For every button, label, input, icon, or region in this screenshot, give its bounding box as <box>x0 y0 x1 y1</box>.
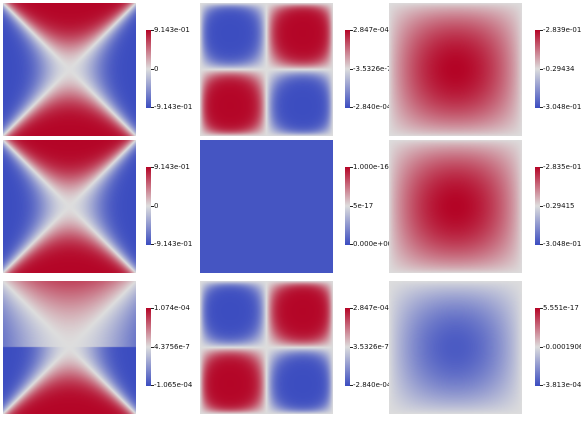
colorbar-tick-max <box>151 308 154 309</box>
colorbar-label-min: -2.840e-04 <box>353 103 392 111</box>
colorbar-label-max: 1.074e-04 <box>154 304 190 312</box>
colorbar-tick-mid <box>350 69 353 70</box>
colorbar-5 <box>345 167 350 245</box>
heatmap-canvas-9 <box>389 281 522 414</box>
colorbar-4 <box>146 167 151 245</box>
colorbar-tick-mid <box>350 347 353 348</box>
colorbar-tick-mid <box>151 206 154 207</box>
colorbar-tick-min <box>350 385 353 386</box>
colorbar-tick-max <box>350 308 353 309</box>
colorbar-label-min: -3.813e-04 <box>543 381 581 389</box>
heatmap-panel-7 <box>3 281 136 414</box>
heatmap-canvas-4 <box>3 140 136 273</box>
colorbar-tick-max <box>540 30 543 31</box>
colorbar-8 <box>345 308 350 386</box>
colorbar-label-mid: -3.5326e-7 <box>353 65 392 73</box>
colorbar-tick-min <box>350 244 353 245</box>
colorbar-7 <box>146 308 151 386</box>
colorbar-tick-max <box>151 167 154 168</box>
heatmap-canvas-1 <box>3 3 136 136</box>
colorbar-tick-mid <box>151 69 154 70</box>
colorbar-label-min: -1.065e-04 <box>154 381 193 389</box>
colorbar-label-min: 0.000e+00 <box>353 240 393 248</box>
colorbar-label-min: -9.143e-01 <box>154 240 193 248</box>
colorbar-tick-mid <box>151 347 154 348</box>
colorbar-label-min: -3.048e-01 <box>543 240 581 248</box>
colorbar-tick-min <box>151 244 154 245</box>
colorbar-label-max: 5.551e-17 <box>543 304 579 312</box>
colorbar-tick-min <box>151 385 154 386</box>
heatmap-canvas-7 <box>3 281 136 414</box>
colorbar-label-max: 1.000e-16 <box>353 163 389 171</box>
colorbar-label-max: -2.835e-01 <box>543 163 581 171</box>
colorbar-label-max: 9.143e-01 <box>154 163 190 171</box>
colorbar-label-mid: 0 <box>154 65 159 73</box>
heatmap-panel-3 <box>389 3 522 136</box>
heatmap-canvas-3 <box>389 3 522 136</box>
heatmap-canvas-2 <box>200 3 333 136</box>
colorbar-label-min: -2.840e-04 <box>353 381 392 389</box>
colorbar-label-max: 9.143e-01 <box>154 26 190 34</box>
colorbar-tick-max <box>350 167 353 168</box>
colorbar-label-mid: -0.00019066 <box>543 343 581 351</box>
heatmap-panel-8 <box>200 281 333 414</box>
heatmap-canvas-5 <box>200 140 333 273</box>
colorbar-3 <box>535 30 540 108</box>
colorbar-1 <box>146 30 151 108</box>
colorbar-tick-min <box>540 244 543 245</box>
colorbar-label-mid: -0.29415 <box>543 202 575 210</box>
colorbar-tick-min <box>350 107 353 108</box>
colorbar-9 <box>535 308 540 386</box>
heatmap-panel-5 <box>200 140 333 273</box>
colorbar-tick-max <box>350 30 353 31</box>
colorbar-label-mid: 3.5326e-7 <box>353 343 389 351</box>
colorbar-tick-max <box>540 167 543 168</box>
colorbar-label-mid: 4.3756e-7 <box>154 343 190 351</box>
heatmap-canvas-8 <box>200 281 333 414</box>
colorbar-tick-mid <box>540 69 543 70</box>
heatmap-canvas-6 <box>389 140 522 273</box>
colorbar-tick-mid <box>540 206 543 207</box>
colorbar-tick-min <box>540 107 543 108</box>
colorbar-label-min: -3.048e-01 <box>543 103 581 111</box>
heatmap-panel-1 <box>3 3 136 136</box>
heatmap-panel-4 <box>3 140 136 273</box>
colorbar-label-max: 2.847e-04 <box>353 26 389 34</box>
colorbar-tick-max <box>151 30 154 31</box>
colorbar-6 <box>535 167 540 245</box>
colorbar-tick-mid <box>350 206 353 207</box>
colorbar-label-mid: -0.29434 <box>543 65 575 73</box>
colorbar-tick-max <box>540 308 543 309</box>
colorbar-label-max: -2.839e-01 <box>543 26 581 34</box>
colorbar-label-max: 2.847e-04 <box>353 304 389 312</box>
colorbar-2 <box>345 30 350 108</box>
colorbar-tick-min <box>151 107 154 108</box>
colorbar-label-mid: 0 <box>154 202 159 210</box>
heatmap-panel-6 <box>389 140 522 273</box>
colorbar-label-min: -9.143e-01 <box>154 103 193 111</box>
heatmap-panel-9 <box>389 281 522 414</box>
colorbar-tick-mid <box>540 347 543 348</box>
colorbar-tick-min <box>540 385 543 386</box>
colorbar-label-mid: 5e-17 <box>353 202 374 210</box>
heatmap-panel-2 <box>200 3 333 136</box>
